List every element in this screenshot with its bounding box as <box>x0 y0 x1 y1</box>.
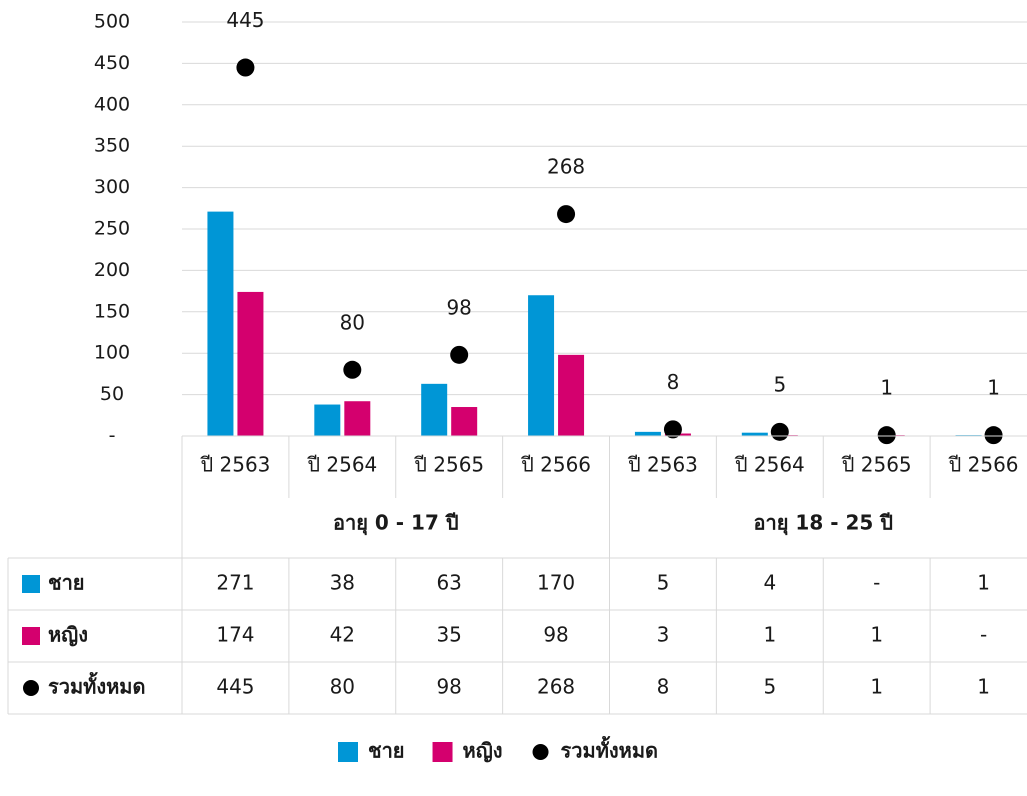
table-cell: 170 <box>537 571 575 595</box>
y-tick-label: 100 <box>94 342 130 364</box>
bar-male <box>207 211 234 436</box>
table-row-label: รวมทั้งหมด <box>48 672 145 699</box>
table-row-label: ชาย <box>48 571 85 595</box>
table-key-marker <box>23 680 39 696</box>
table-cell: 1 <box>977 571 990 595</box>
bar-female <box>558 354 585 436</box>
y-tick-label: 50 <box>100 383 124 405</box>
y-axis: - 50 100 150 200 250 300 350 400 450 500 <box>94 11 130 447</box>
table-cell: 38 <box>330 571 355 595</box>
y-tick-label: 500 <box>94 11 130 33</box>
total-markers: 445 80 98 268 8 5 1 1 <box>226 8 1003 445</box>
total-data-label: 80 <box>340 310 365 334</box>
x-group-label: อายุ 0 - 17 ปี <box>333 511 459 536</box>
y-tick-label: 200 <box>94 259 130 281</box>
legend-label: รวมทั้งหมด <box>561 736 658 763</box>
table-cell: 98 <box>436 675 461 699</box>
total-marker <box>236 58 255 77</box>
x-category-label: ปี 2564 <box>735 453 805 477</box>
x-category-label: ปี 2563 <box>200 453 270 477</box>
table-cell: 174 <box>216 623 254 647</box>
legend-swatch <box>432 742 453 762</box>
total-data-label: 98 <box>446 295 471 319</box>
table-key-swatch <box>22 575 40 593</box>
gridlines <box>182 21 1027 396</box>
table-cell: 3 <box>657 623 670 647</box>
bar-male <box>314 404 341 436</box>
bar-male <box>741 432 768 436</box>
y-tick-label: 150 <box>94 300 130 322</box>
legend-swatch <box>338 742 358 762</box>
x-category-label: ปี 2566 <box>948 453 1018 477</box>
y-tick-label: 350 <box>94 135 130 157</box>
table-cell: 445 <box>216 675 254 699</box>
x-category-label: ปี 2564 <box>307 453 377 477</box>
total-marker <box>770 422 789 441</box>
table-cell: 42 <box>330 623 355 647</box>
y-tick-label: 300 <box>94 176 130 198</box>
total-marker <box>557 205 576 224</box>
x-category-label: ปี 2565 <box>414 453 484 477</box>
table-cell: 1 <box>870 675 883 699</box>
table-cell: 268 <box>537 675 575 699</box>
total-marker <box>663 420 682 439</box>
y-tick-label: 400 <box>94 93 130 115</box>
bar-male <box>421 383 448 436</box>
bar-male <box>634 431 661 436</box>
bar-female <box>344 401 371 436</box>
x-category-label: ปี 2563 <box>628 453 698 477</box>
total-marker <box>343 360 362 379</box>
data-table: ปี 2563 ปี 2564 ปี 2565 ปี 2566 ปี 2563 ปี 25… <box>7 435 1027 715</box>
y-tick-label: 250 <box>94 218 130 240</box>
total-data-label: 268 <box>547 155 585 179</box>
total-data-label: 445 <box>226 8 264 32</box>
total-marker <box>450 345 469 364</box>
total-data-label: 5 <box>773 372 786 396</box>
table-cell: 1 <box>870 623 883 647</box>
bars <box>207 211 982 436</box>
legend-label: ชาย <box>368 739 405 763</box>
table-cell: 8 <box>657 675 670 699</box>
table-cell: 5 <box>657 571 670 595</box>
x-category-label: ปี 2565 <box>841 453 911 477</box>
table-cell: 80 <box>330 675 355 699</box>
bar-female <box>237 291 264 436</box>
table-cell: 4 <box>763 571 776 595</box>
x-group-label: อายุ 18 - 25 ปี <box>754 511 893 536</box>
legend-marker <box>532 744 549 760</box>
table-cell: 271 <box>216 571 254 595</box>
table-cell: - <box>873 571 880 595</box>
total-marker <box>877 426 896 445</box>
total-data-label: 1 <box>880 376 893 400</box>
total-data-label: 8 <box>667 370 680 394</box>
table-cell: 5 <box>763 675 776 699</box>
table-cell: - <box>980 623 987 647</box>
table-cell: 1 <box>763 623 776 647</box>
total-marker <box>984 426 1003 445</box>
y-tick-label: 450 <box>94 52 130 74</box>
table-cell: 63 <box>436 571 461 595</box>
table-cell: 1 <box>977 675 990 699</box>
bar-male <box>528 295 555 436</box>
table-key-swatch <box>22 627 40 645</box>
y-tick-label: - <box>109 425 116 447</box>
table-row-label: หญิง <box>48 623 88 647</box>
legend: ชาย หญิง รวมทั้งหมด <box>338 736 658 763</box>
table-cell: 35 <box>436 623 461 647</box>
bar-female <box>451 407 478 436</box>
legend-label: หญิง <box>463 739 503 763</box>
total-data-label: 1 <box>987 376 1000 400</box>
x-category-label: ปี 2566 <box>521 453 591 477</box>
table-cell: 98 <box>543 623 568 647</box>
